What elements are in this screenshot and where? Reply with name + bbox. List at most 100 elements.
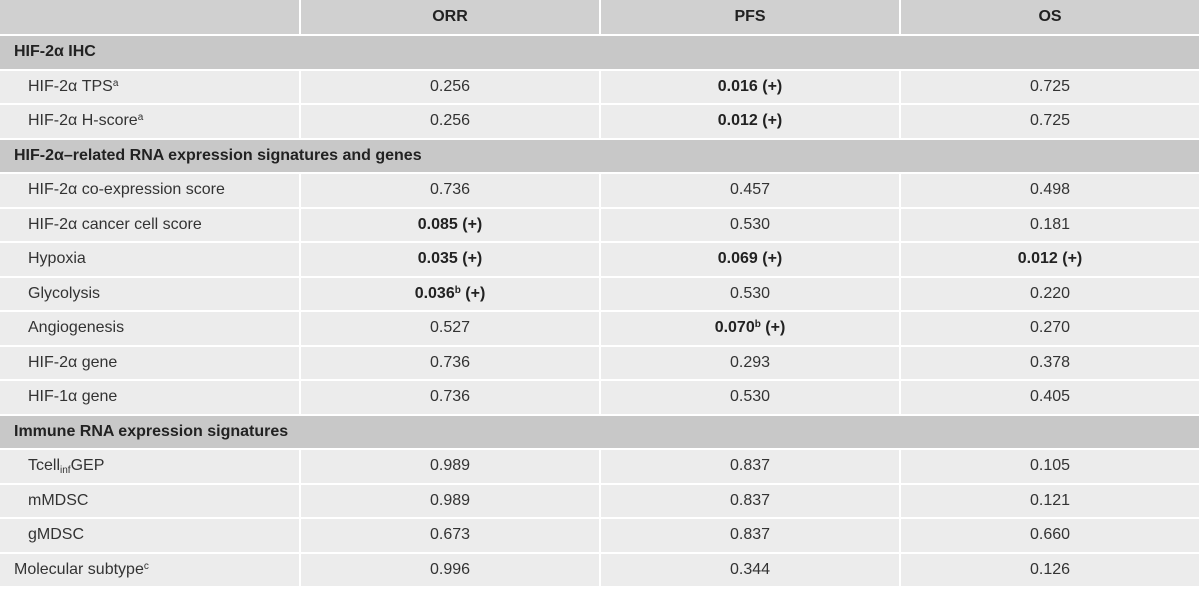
table-row: TcellinfGEP 0.989 0.837 0.105 <box>0 449 1200 485</box>
os-cell: 0.220 <box>900 276 1200 312</box>
label-footnote: a <box>112 77 119 89</box>
table-row: HIF-1α gene 0.736 0.530 0.405 <box>0 380 1200 416</box>
os-cell: 0.270 <box>900 311 1200 347</box>
orr-cell: 0.673 <box>300 518 601 554</box>
os-value: 0.181 <box>1030 216 1070 233</box>
pfs-cell: 0.293 <box>600 345 901 381</box>
orr-value: 0.036b (+) <box>415 285 486 302</box>
row-label: Glycolysis <box>28 284 101 302</box>
table-row: gMDSC 0.673 0.837 0.660 <box>0 518 1200 554</box>
pfs-p-value: 0.070 <box>714 319 755 337</box>
pfs-value: 0.837 <box>730 457 770 474</box>
pfs-cell: 0.530 <box>600 207 901 243</box>
orr-direction: (+) <box>462 250 483 268</box>
os-value: 0.220 <box>1030 285 1070 302</box>
orr-value: 0.736 <box>430 181 470 198</box>
os-p-value: 0.498 <box>1029 181 1071 199</box>
table-row: HIF-2α cancer cell score 0.085 (+) 0.530 0.… <box>0 207 1200 243</box>
orr-cell: 0.736 <box>300 173 601 209</box>
orr-p-value: 0.527 <box>429 319 471 337</box>
pfs-value: 0.012 (+) <box>718 112 783 129</box>
row-label-cell: Hypoxia <box>0 242 301 278</box>
orr-value: 0.673 <box>430 526 470 543</box>
pfs-cell: 0.530 <box>600 380 901 416</box>
os-value: 0.405 <box>1030 388 1070 405</box>
orr-p-value: 0.989 <box>429 491 471 509</box>
orr-p-value: 0.256 <box>429 112 471 130</box>
orr-cell: 0.989 <box>300 449 601 485</box>
os-cell: 0.121 <box>900 483 1200 519</box>
os-direction: (+) <box>1062 250 1083 268</box>
os-cell: 0.126 <box>900 552 1200 588</box>
orr-cell: 0.085 (+) <box>300 207 601 243</box>
os-p-value: 0.725 <box>1029 112 1071 130</box>
orr-p-value: 0.736 <box>429 388 471 406</box>
pfs-p-value: 0.457 <box>729 181 771 199</box>
table-row: Angiogenesis 0.527 0.070b (+) 0.270 <box>0 311 1200 347</box>
pfs-cell: 0.069 (+) <box>600 242 901 278</box>
orr-p-value: 0.036 <box>414 284 455 302</box>
os-p-value: 0.270 <box>1029 319 1071 337</box>
table-row: HIF-2α TPSa 0.256 0.016 (+) 0.725 <box>0 69 1200 105</box>
pfs-cell: 0.344 <box>600 552 901 588</box>
pfs-direction: (+) <box>762 250 783 268</box>
orr-value: 0.256 <box>430 112 470 129</box>
os-value: 0.725 <box>1030 112 1070 129</box>
orr-value: 0.989 <box>430 492 470 509</box>
pfs-value: 0.530 <box>730 388 770 405</box>
os-value: 0.105 <box>1030 457 1070 474</box>
pfs-cell: 0.016 (+) <box>600 69 901 105</box>
orr-cell: 0.036b (+) <box>300 276 601 312</box>
orr-cell: 0.256 <box>300 104 601 140</box>
pfs-value: 0.293 <box>730 354 770 371</box>
orr-p-value: 0.673 <box>429 526 471 544</box>
os-value: 0.121 <box>1030 492 1070 509</box>
row-label: HIF-2α gene <box>28 353 118 371</box>
os-value: 0.012 (+) <box>1018 250 1083 267</box>
row-label-suffix: GEP <box>70 457 105 475</box>
os-cell: 0.012 (+) <box>900 242 1200 278</box>
row-label: mMDSC <box>28 491 89 509</box>
orr-value: 0.085 (+) <box>418 216 483 233</box>
header-pfs: PFS <box>600 0 901 36</box>
pfs-value: 0.837 <box>730 526 770 543</box>
pfs-cell: 0.837 <box>600 518 901 554</box>
os-p-value: 0.220 <box>1029 284 1071 302</box>
orr-cell: 0.256 <box>300 69 601 105</box>
orr-cell: 0.736 <box>300 380 601 416</box>
table-body: HIF-2α IHC HIF-2α TPSa 0.256 0.016 (+) 0.725… <box>0 35 1200 588</box>
header-blank <box>0 0 301 36</box>
row-label-cell: Molecular subtypec <box>0 552 301 588</box>
orr-value: 0.256 <box>430 78 470 95</box>
header-row: ORR PFS OS <box>0 0 1200 36</box>
pfs-cell: 0.012 (+) <box>600 104 901 140</box>
row-label-cell: HIF-2α gene <box>0 345 301 381</box>
header-os: OS <box>900 0 1200 36</box>
pfs-value: 0.837 <box>730 492 770 509</box>
orr-value: 0.989 <box>430 457 470 474</box>
pfs-p-value: 0.837 <box>729 457 771 475</box>
os-p-value: 0.725 <box>1029 77 1071 95</box>
row-label-cell: Angiogenesis <box>0 311 301 347</box>
orr-value: 0.736 <box>430 354 470 371</box>
section-header-row: Immune RNA expression signatures <box>0 414 1200 450</box>
pfs-value: 0.069 (+) <box>718 250 783 267</box>
os-value: 0.378 <box>1030 354 1070 371</box>
section-header-row: HIF-2α–related RNA expression signatures… <box>0 138 1200 174</box>
os-cell: 0.105 <box>900 449 1200 485</box>
table-row: Hypoxia 0.035 (+) 0.069 (+) 0.012 (+) <box>0 242 1200 278</box>
pfs-p-value: 0.530 <box>729 388 771 406</box>
os-cell: 0.725 <box>900 69 1200 105</box>
pfs-direction: (+) <box>762 112 783 130</box>
os-cell: 0.181 <box>900 207 1200 243</box>
section-header-row: HIF-2α IHC <box>0 35 1200 71</box>
orr-value: 0.996 <box>430 561 470 578</box>
os-p-value: 0.105 <box>1029 457 1071 475</box>
row-label: HIF-2α TPS <box>28 77 113 95</box>
table-row: Glycolysis 0.036b (+) 0.530 0.220 <box>0 276 1200 312</box>
row-label-cell: TcellinfGEP <box>0 449 301 485</box>
row-label: Angiogenesis <box>28 319 125 337</box>
section-title: HIF-2α–related RNA expression signatures… <box>0 138 1200 174</box>
pfs-p-value: 0.016 <box>717 77 758 95</box>
row-label-cell: Glycolysis <box>0 276 301 312</box>
